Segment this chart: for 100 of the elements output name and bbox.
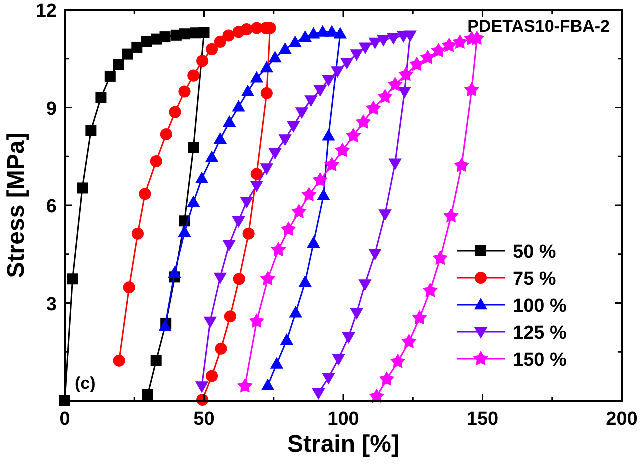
point bbox=[398, 66, 414, 82]
point bbox=[331, 66, 344, 78]
point bbox=[281, 222, 296, 236]
point bbox=[204, 316, 217, 328]
point bbox=[271, 242, 286, 257]
point bbox=[132, 42, 143, 53]
point bbox=[67, 274, 78, 285]
point bbox=[250, 180, 264, 192]
point bbox=[241, 84, 255, 96]
point bbox=[270, 357, 284, 369]
point bbox=[168, 266, 182, 278]
point bbox=[113, 354, 126, 367]
point bbox=[278, 42, 292, 54]
point bbox=[340, 58, 354, 70]
point bbox=[249, 314, 264, 328]
point bbox=[317, 188, 330, 200]
point bbox=[178, 226, 192, 238]
legend-label: 75 % bbox=[513, 269, 556, 290]
point bbox=[452, 34, 468, 50]
point bbox=[280, 334, 294, 346]
point bbox=[222, 30, 235, 42]
y-tick-label: 9 bbox=[46, 98, 57, 120]
y-tick-label: 6 bbox=[46, 196, 57, 218]
point bbox=[379, 372, 395, 386]
point bbox=[206, 370, 218, 382]
point bbox=[288, 36, 302, 48]
point bbox=[307, 27, 320, 39]
point bbox=[304, 96, 318, 108]
point bbox=[368, 38, 382, 50]
annotation: (c) bbox=[75, 374, 96, 393]
point bbox=[96, 92, 107, 104]
point bbox=[260, 271, 276, 286]
point bbox=[298, 276, 312, 288]
point bbox=[409, 56, 425, 72]
point bbox=[388, 76, 403, 92]
point bbox=[195, 382, 209, 394]
point bbox=[158, 320, 172, 332]
point bbox=[86, 125, 97, 136]
x-tick-label: 100 bbox=[328, 409, 360, 430]
point bbox=[432, 250, 448, 266]
point bbox=[160, 128, 172, 140]
point bbox=[215, 342, 228, 355]
point bbox=[104, 70, 116, 82]
point bbox=[169, 106, 182, 118]
point bbox=[287, 121, 300, 133]
point bbox=[298, 30, 312, 42]
x-tick-label: 50 bbox=[194, 409, 215, 430]
point bbox=[222, 116, 236, 128]
point bbox=[196, 55, 209, 68]
point bbox=[222, 240, 236, 252]
point bbox=[268, 51, 282, 63]
point bbox=[420, 50, 436, 64]
legend-label: 50 % bbox=[513, 242, 556, 263]
point bbox=[205, 150, 219, 162]
point bbox=[422, 282, 438, 298]
point bbox=[132, 228, 144, 240]
point bbox=[260, 61, 274, 73]
point bbox=[350, 50, 364, 62]
point bbox=[250, 168, 263, 180]
point bbox=[233, 273, 246, 286]
point bbox=[187, 196, 200, 208]
point bbox=[388, 158, 402, 170]
point bbox=[444, 208, 459, 223]
point bbox=[431, 43, 446, 58]
y-tick-label: 12 bbox=[36, 1, 57, 22]
point bbox=[113, 59, 124, 70]
point bbox=[260, 87, 273, 100]
point bbox=[358, 280, 372, 292]
point bbox=[195, 172, 209, 184]
point bbox=[77, 182, 88, 194]
point bbox=[214, 132, 228, 144]
point bbox=[302, 187, 317, 202]
point bbox=[240, 24, 253, 36]
point bbox=[324, 157, 340, 172]
point bbox=[141, 36, 152, 48]
point bbox=[214, 36, 226, 48]
legend-label: 125 % bbox=[513, 323, 567, 344]
point bbox=[412, 310, 428, 325]
point bbox=[150, 156, 162, 168]
y-axis-title: Stress [MPa] bbox=[3, 132, 30, 278]
point bbox=[206, 43, 218, 56]
point bbox=[387, 33, 400, 45]
point bbox=[314, 85, 327, 98]
point bbox=[188, 70, 200, 82]
point bbox=[261, 378, 275, 390]
point bbox=[358, 42, 372, 54]
point bbox=[232, 100, 246, 112]
point bbox=[122, 48, 134, 60]
point bbox=[224, 310, 236, 323]
point bbox=[178, 86, 191, 98]
point bbox=[442, 38, 457, 52]
point bbox=[150, 355, 162, 366]
point bbox=[198, 27, 210, 38]
x-tick-label: 0 bbox=[60, 409, 70, 430]
point bbox=[398, 87, 412, 99]
point bbox=[322, 75, 336, 87]
point bbox=[268, 148, 282, 160]
point bbox=[366, 100, 382, 116]
point bbox=[242, 228, 255, 240]
x-axis-title: Strain [%] bbox=[287, 431, 400, 458]
